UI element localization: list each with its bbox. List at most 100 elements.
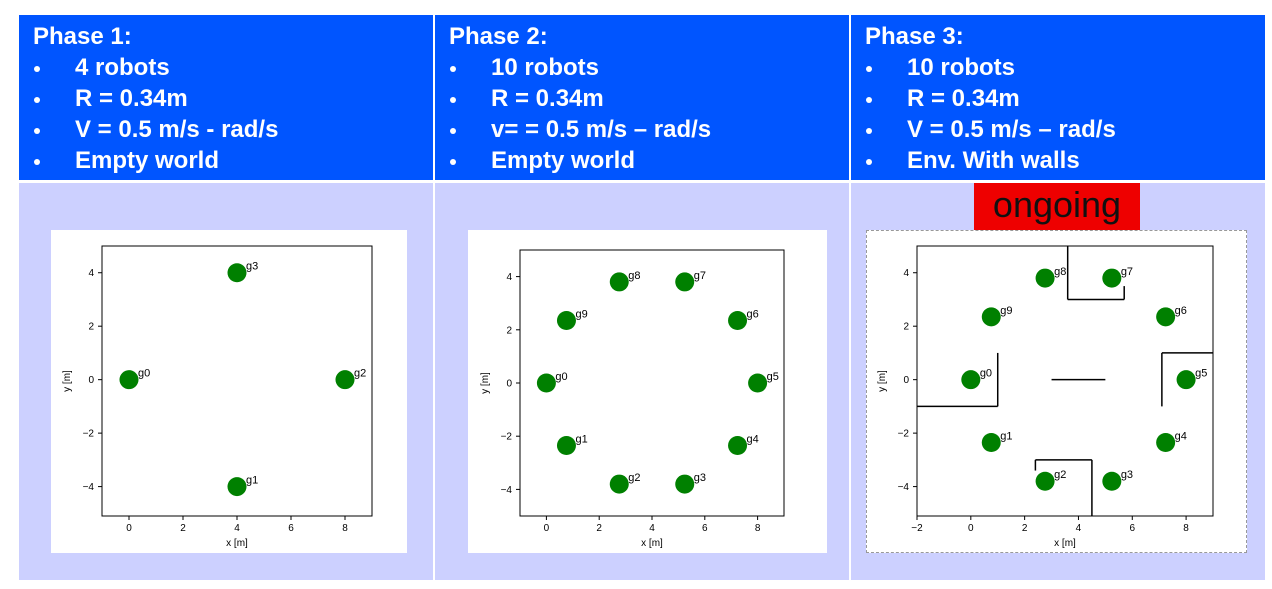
bullet-dot (866, 159, 872, 165)
x-axis-label: x [m] (226, 538, 248, 549)
x-tick-label: 0 (968, 523, 974, 534)
x-tick-label: 6 (1129, 523, 1135, 534)
header-title: Phase 2: (449, 23, 548, 50)
y-tick-label: 4 (506, 272, 512, 283)
x-tick-label: 2 (596, 523, 602, 534)
x-tick-label: 4 (234, 523, 240, 534)
robot (1176, 370, 1196, 390)
x-axis-label: x [m] (1054, 538, 1076, 549)
x-tick-label: 4 (649, 523, 655, 534)
robot-label: g6 (747, 308, 759, 320)
x-tick-label: 4 (1076, 523, 1082, 534)
x-tick-label: 8 (1183, 523, 1189, 534)
bullet-text: Empty world (75, 147, 220, 174)
robot-label: g5 (1195, 368, 1207, 380)
robot (675, 474, 695, 494)
robot-label: g8 (1054, 266, 1066, 278)
y-tick-label: −4 (83, 482, 95, 493)
robot-label: g0 (555, 371, 567, 383)
robot-label: g3 (1121, 469, 1133, 481)
robot-label: g3 (694, 472, 706, 484)
bullet-dot (450, 159, 456, 165)
x-tick-label: 2 (1022, 523, 1028, 534)
status-label: ongoing (974, 183, 1140, 233)
robot (227, 477, 247, 497)
bullet-text: Empty world (491, 147, 636, 174)
robot (1102, 268, 1122, 288)
x-tick-label: 6 (702, 523, 708, 534)
robot-label: g0 (138, 368, 150, 380)
y-tick-label: 0 (88, 375, 94, 386)
y-tick-label: −2 (83, 429, 95, 440)
robot-label: g6 (1175, 305, 1187, 317)
header: Phase 2: 10 robots R = 0.34m v= = 0.5 m/s –… (435, 15, 849, 180)
robot-label: g9 (1000, 305, 1012, 317)
robot-label: g0 (980, 368, 992, 380)
y-tick-label: −4 (501, 485, 513, 496)
robot (981, 432, 1001, 452)
y-tick-label: 0 (506, 379, 512, 390)
x-tick-label: 6 (288, 523, 294, 534)
robot (609, 474, 629, 494)
robot (748, 373, 768, 393)
robot (556, 436, 576, 456)
bullet-text: R = 0.34m (907, 85, 1020, 112)
bullet-dot (866, 128, 872, 134)
robot (728, 310, 748, 330)
bullet-dot (450, 128, 456, 134)
y-tick-label: 2 (506, 325, 512, 336)
robot-label: g7 (1121, 266, 1133, 278)
axes-frame (519, 249, 785, 517)
header: Phase 1: 4 robots R = 0.34m V = 0.5 m/s - r… (19, 15, 433, 180)
x-axis-label: x [m] (641, 538, 663, 549)
plot-image: 0 2 4 6 8 −4 −2 0 2 4 x [m] y [m] g0 g1 g2 g3 (51, 230, 407, 553)
y-axis-label: y [m] (480, 372, 491, 394)
bullet-dot (34, 128, 40, 134)
bullet-text: R = 0.34m (75, 85, 188, 112)
y-tick-label: 2 (88, 322, 94, 333)
robot-label: g4 (747, 434, 759, 446)
y-tick-label: 4 (903, 268, 909, 279)
robot (335, 370, 355, 390)
robot (981, 307, 1001, 327)
x-tick-label: 2 (180, 523, 186, 534)
robot-label: g2 (628, 472, 640, 484)
bullet-text: R = 0.34m (491, 85, 604, 112)
y-axis-label: y [m] (877, 370, 888, 392)
y-tick-label: 0 (903, 375, 909, 386)
robot-label: g9 (575, 308, 587, 320)
robot (961, 370, 981, 390)
bullet-text: 10 robots (907, 54, 1016, 81)
robot-label: g2 (354, 368, 366, 380)
plot-image: −2 0 2 4 6 8 −4 −2 0 2 4 x [m] y [m] g0 g1 g2 g3 g4 g5 g6 g7… (866, 230, 1247, 553)
robot-label: g1 (575, 434, 587, 446)
y-tick-label: −4 (898, 482, 910, 493)
robot (556, 310, 576, 330)
bullet-dot (34, 66, 40, 72)
bullet-dot (34, 159, 40, 165)
robot-label: g1 (246, 475, 258, 487)
bullet-text: 4 robots (75, 54, 170, 81)
bullet-text: v= = 0.5 m/s – rad/s (491, 116, 712, 143)
robot (1102, 471, 1122, 491)
bullet-dot (34, 97, 40, 103)
robot (1035, 471, 1055, 491)
bullet-text: 10 robots (491, 54, 600, 81)
plot-image: 0 2 4 6 8 −4 −2 0 2 4 x [m] y [m] g0 g1 g2 g3 g4 g5 g6 g7 g8… (468, 230, 827, 553)
x-tick-label: 8 (755, 523, 761, 534)
bullet-dot (450, 97, 456, 103)
robot-label: g7 (694, 270, 706, 282)
robot-label: g1 (1000, 430, 1012, 442)
bullet-text: V = 0.5 m/s - rad/s (75, 116, 279, 143)
bullet-dot (450, 66, 456, 72)
robot-label: g4 (1175, 430, 1187, 442)
y-tick-label: 4 (88, 268, 94, 279)
robot-label: g3 (246, 261, 258, 273)
x-tick-label: 0 (544, 523, 550, 534)
axes-frame (101, 245, 373, 517)
y-tick-label: 2 (903, 322, 909, 333)
robot (675, 272, 695, 292)
bullet-text: Env. With walls (907, 147, 1080, 174)
robot (1156, 432, 1176, 452)
